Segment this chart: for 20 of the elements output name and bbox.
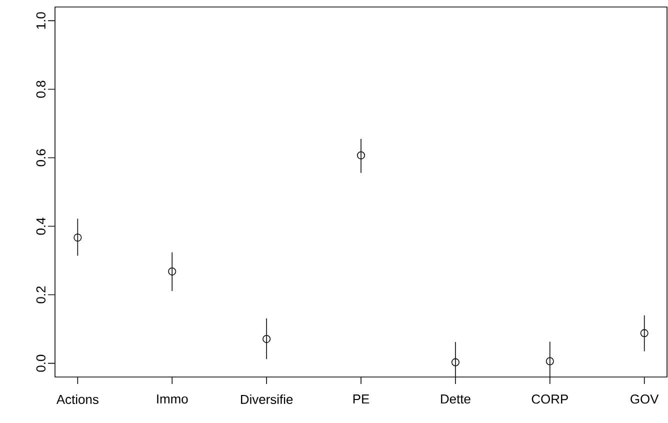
x-tick-label: Actions (56, 394, 98, 404)
x-tick-label: Immo (157, 394, 188, 404)
y-tick-label: 0.4 (36, 218, 46, 235)
y-tick-label: 0.6 (36, 149, 46, 166)
point (262, 334, 271, 343)
y-tick-label: 0.0 (36, 354, 46, 372)
x-tick-label: CORP (532, 394, 568, 404)
point (357, 151, 366, 160)
y-tick-label: 0.2 (36, 286, 46, 304)
point (546, 357, 554, 366)
y-tick-label: 1.0 (36, 12, 46, 29)
point (451, 358, 460, 366)
point (168, 267, 176, 276)
y-tick-label: 0.8 (36, 80, 46, 98)
x-tick-label: Diversifie (241, 394, 293, 404)
point (640, 329, 648, 338)
x-tick-label: GOV (630, 394, 659, 404)
x-tick-label: Dette (441, 394, 470, 404)
x-tick-label: PE (353, 394, 370, 404)
point (74, 234, 82, 242)
